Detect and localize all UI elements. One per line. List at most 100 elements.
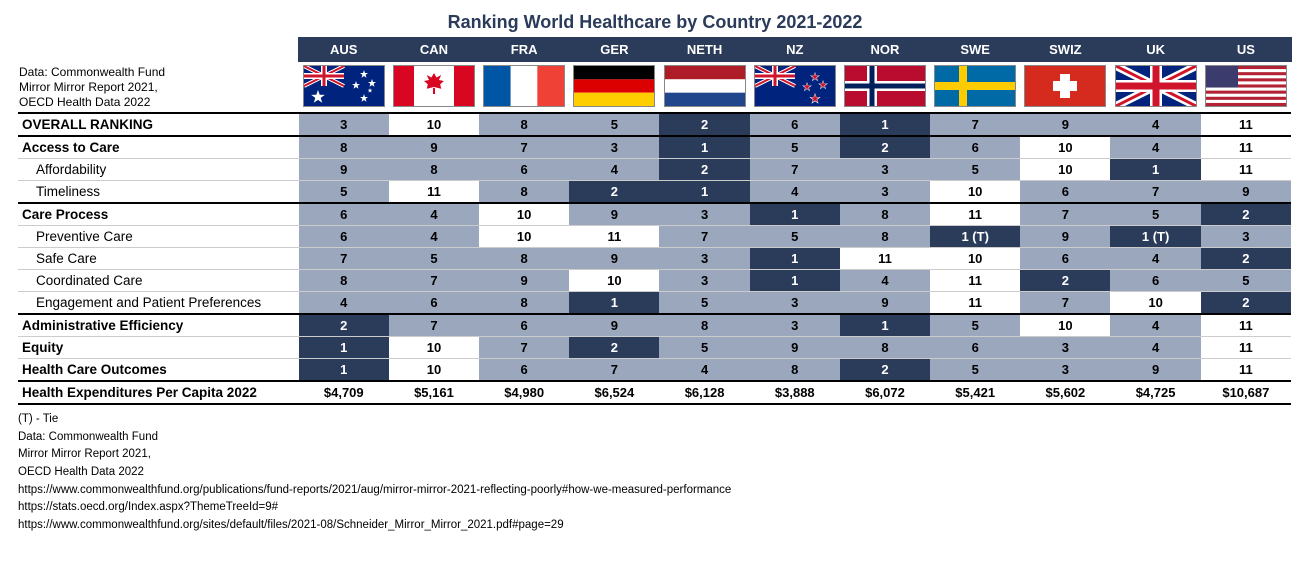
rank-cell: 10 <box>930 181 1020 204</box>
footnote-line: Data: Commonwealth Fund <box>18 429 1292 446</box>
row-label: Equity <box>18 337 299 359</box>
table-row: Health Expenditures Per Capita 2022$4,70… <box>18 381 1291 404</box>
table-row: Care Process6410931811752 <box>18 203 1291 226</box>
swe-flag-icon <box>934 65 1016 107</box>
rank-cell: 4 <box>659 359 749 382</box>
rank-cell: 1 <box>750 248 840 270</box>
rank-cell: 2 <box>840 359 930 382</box>
rank-cell: 1 <box>569 292 659 315</box>
rank-cell: 2 <box>1201 292 1291 315</box>
rank-cell: 5 <box>659 337 749 359</box>
rank-cell: 2 <box>659 159 749 181</box>
rank-cell: 1 <box>299 359 389 382</box>
rank-cell: 3 <box>1020 337 1110 359</box>
rank-cell: 3 <box>659 203 749 226</box>
table-row: Safe Care7589311110642 <box>18 248 1291 270</box>
rank-cell: 3 <box>659 270 749 292</box>
flag-uk <box>1110 61 1200 113</box>
rank-cell: 8 <box>389 159 479 181</box>
rank-cell: 4 <box>389 203 479 226</box>
rank-cell: 1 <box>659 181 749 204</box>
rank-cell: 4 <box>1110 314 1200 337</box>
footnote-line: OECD Health Data 2022 <box>18 464 1292 481</box>
rank-cell: 11 <box>930 203 1020 226</box>
flag-fra <box>479 61 569 113</box>
rank-cell: 8 <box>479 181 569 204</box>
rank-cell: 10 <box>389 113 479 136</box>
rank-cell: 11 <box>930 270 1020 292</box>
country-header-swiz: SWIZ <box>1020 38 1110 61</box>
rank-cell: $5,161 <box>389 381 479 404</box>
rank-cell: 3 <box>1020 359 1110 382</box>
swiz-flag-icon <box>1024 65 1106 107</box>
rank-cell: 6 <box>389 292 479 315</box>
rank-cell: 4 <box>1110 113 1200 136</box>
rank-cell: 3 <box>659 248 749 270</box>
rank-cell: $6,128 <box>659 381 749 404</box>
rank-cell: 8 <box>750 359 840 382</box>
row-label: Health Care Outcomes <box>18 359 299 382</box>
rank-cell: 10 <box>389 359 479 382</box>
rank-cell: 11 <box>840 248 930 270</box>
table-row: OVERALL RANKING3108526179411 <box>18 113 1291 136</box>
footnote-line: Mirror Mirror Report 2021, <box>18 446 1292 463</box>
rank-cell: 6 <box>299 226 389 248</box>
rank-cell: 6 <box>479 159 569 181</box>
table-row: Preventive Care6410117581 (T)91 (T)3 <box>18 226 1291 248</box>
us-flag-icon <box>1205 65 1287 107</box>
rank-cell: 7 <box>479 136 569 159</box>
row-label: Affordability <box>18 159 299 181</box>
rank-cell: 2 <box>299 314 389 337</box>
rank-cell: 6 <box>1110 270 1200 292</box>
rank-cell: 7 <box>659 226 749 248</box>
ranking-table: AUSCANFRAGERNETHNZNORSWESWIZUKUS Data: C… <box>18 37 1292 405</box>
rank-cell: 8 <box>659 314 749 337</box>
rank-cell: 6 <box>1020 181 1110 204</box>
rank-cell: 6 <box>750 113 840 136</box>
rank-cell: 8 <box>299 270 389 292</box>
rank-cell: 11 <box>1201 136 1291 159</box>
row-label: Health Expenditures Per Capita 2022 <box>18 381 299 404</box>
rank-cell: 10 <box>1020 136 1110 159</box>
rank-cell: 9 <box>1020 113 1110 136</box>
rank-cell: 7 <box>1110 181 1200 204</box>
rank-cell: 1 (T) <box>1110 226 1200 248</box>
rank-cell: 8 <box>479 292 569 315</box>
rank-cell: 6 <box>299 203 389 226</box>
row-label: Coordinated Care <box>18 270 299 292</box>
ger-flag-icon <box>573 65 655 107</box>
rank-cell: 4 <box>389 226 479 248</box>
rank-cell: $6,072 <box>840 381 930 404</box>
rank-cell: 8 <box>840 203 930 226</box>
row-label: Access to Care <box>18 136 299 159</box>
rank-cell: 9 <box>750 337 840 359</box>
rank-cell: 6 <box>930 136 1020 159</box>
rank-cell: 1 <box>840 113 930 136</box>
country-header-can: CAN <box>389 38 479 61</box>
ranking-body: OVERALL RANKING3108526179411Access to Ca… <box>18 113 1291 404</box>
aus-flag-icon <box>303 65 385 107</box>
rank-cell: 1 <box>840 314 930 337</box>
flag-row: Data: Commonwealth FundMirror Mirror Rep… <box>18 61 1291 113</box>
rank-cell: 8 <box>840 337 930 359</box>
rank-cell: 7 <box>299 248 389 270</box>
rank-cell: 1 <box>750 203 840 226</box>
rank-cell: 1 <box>1110 159 1200 181</box>
table-row: Affordability9864273510111 <box>18 159 1291 181</box>
rank-cell: 6 <box>930 337 1020 359</box>
neth-flag-icon <box>664 65 746 107</box>
rank-cell: 10 <box>569 270 659 292</box>
rank-cell: 5 <box>930 359 1020 382</box>
fra-flag-icon <box>483 65 565 107</box>
rank-cell: 2 <box>1201 203 1291 226</box>
row-label: Preventive Care <box>18 226 299 248</box>
rank-cell: 7 <box>1020 203 1110 226</box>
table-row: Access to Care8973152610411 <box>18 136 1291 159</box>
flag-swiz <box>1020 61 1110 113</box>
rank-cell: 9 <box>840 292 930 315</box>
rank-cell: 5 <box>930 159 1020 181</box>
row-label: OVERALL RANKING <box>18 113 299 136</box>
rank-cell: 8 <box>840 226 930 248</box>
table-row: Equity1107259863411 <box>18 337 1291 359</box>
flag-nz <box>750 61 840 113</box>
